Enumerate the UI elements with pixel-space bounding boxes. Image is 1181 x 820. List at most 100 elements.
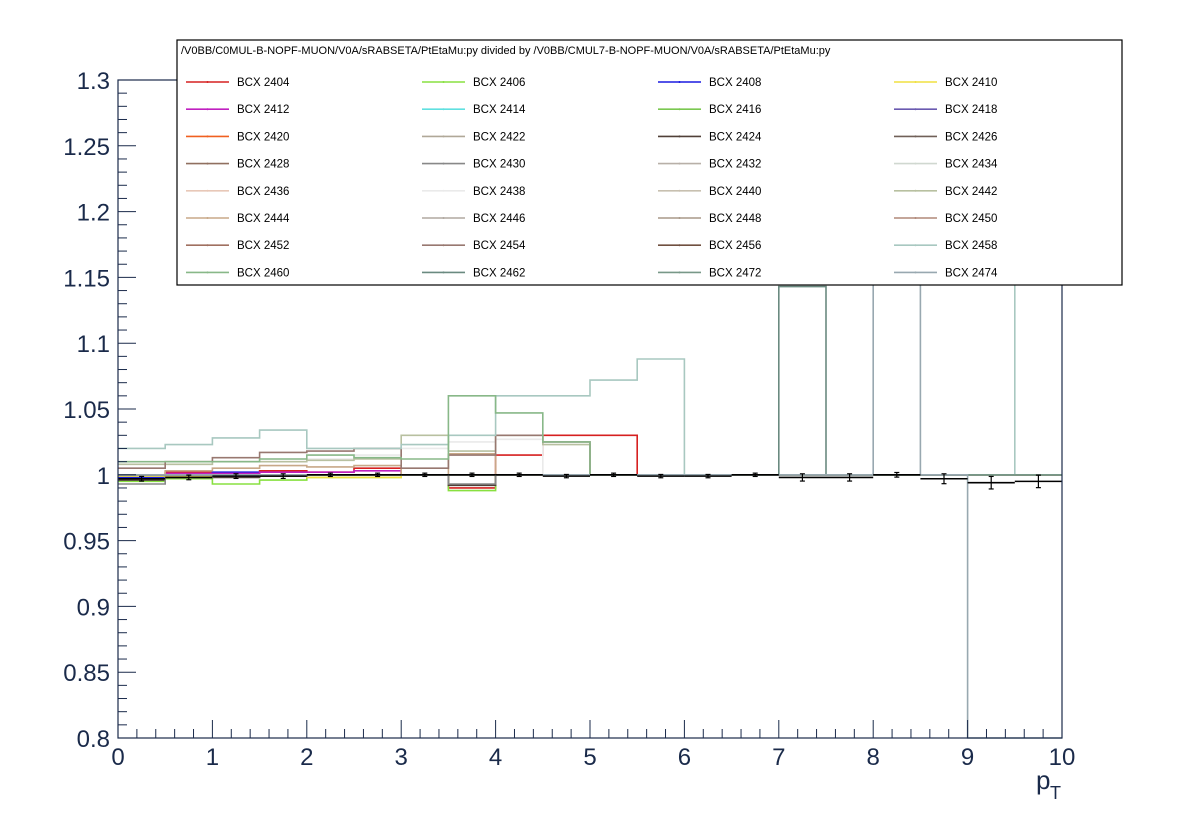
legend-label: BCX 2450 [945,213,997,225]
legend-label: BCX 2410 [945,77,997,89]
chart-title: /V0BB/C0MUL-B-NOPF-MUON/V0A/sRABSETA/PtE… [181,45,831,57]
x-tick-label: 9 [961,744,974,771]
legend-entry-bcx-2442: BCX 2442 [894,186,997,198]
legend-marker [678,108,681,111]
x-axis-title: p [1036,765,1050,795]
legend-marker [914,244,917,247]
y-tick-label: 1.25 [63,134,110,161]
legend-label: BCX 2462 [473,267,525,279]
legend-entry-bcx-2456: BCX 2456 [658,240,761,252]
legend-label: BCX 2438 [473,186,525,198]
legend-marker [914,189,917,192]
legend-marker [442,81,445,83]
legend-marker [678,81,681,83]
y-tick-label: 0.8 [77,726,110,753]
legend-label: BCX 2448 [709,213,761,225]
legend-marker [914,108,917,111]
axes: 0 1 2 3 4 5 6 7 8 9 10 0.8 0.85 0.9 0.95 1 1.05 1.1 1.15 1.… [63,68,1075,771]
legend-entry-bcx-2424: BCX 2424 [658,131,762,143]
legend-label: BCX 2420 [237,131,289,143]
legend-marker [442,217,445,219]
legend-entry-bcx-2426: BCX 2426 [894,131,997,143]
legend-label: BCX 2422 [473,131,525,143]
legend-entry-bcx-2444: BCX 2444 [186,213,290,225]
legend-entry-bcx-2450: BCX 2450 [894,213,997,225]
legend-marker [206,81,209,83]
legend-box [176,39,1123,286]
legend-label: BCX 2436 [237,186,289,198]
y-tick-label: 1.1 [77,331,110,358]
y-tick-label: 1.05 [63,397,110,424]
y-tick-label: 1 [97,463,110,490]
x-tick-label: 0 [111,744,124,771]
legend-marker [678,162,681,165]
legend-marker [442,135,445,138]
legend-label: BCX 2458 [945,240,997,252]
legend-marker [678,189,681,192]
legend-label: BCX 2428 [237,159,289,171]
legend-label: BCX 2432 [709,159,761,171]
legend-label: BCX 2416 [709,104,761,116]
legend-label: BCX 2440 [709,186,761,198]
legend-entry-bcx-2412: BCX 2412 [186,104,289,116]
legend-entry-bcx-2438: BCX 2438 [422,186,525,198]
legend-label: BCX 2430 [473,159,525,171]
legend-entry-bcx-2472: BCX 2472 [658,267,761,279]
legend-entry-bcx-2446: BCX 2446 [422,213,525,225]
y-tick-label: 1.3 [77,68,110,95]
legend-label: BCX 2426 [945,131,997,143]
y-tick-label: 1.15 [63,265,110,292]
legend-entry-bcx-2404: BCX 2404 [186,77,290,89]
legend-marker [914,81,917,83]
legend-entry-bcx-2418: BCX 2418 [894,104,997,116]
legend-marker [206,135,209,138]
legend-marker [206,217,209,219]
legend-label: BCX 2404 [237,77,290,89]
x-tick-label: 1 [206,744,219,771]
legend-label: BCX 2408 [709,77,761,89]
legend-label: BCX 2412 [237,104,289,116]
legend-label: BCX 2472 [709,267,761,279]
legend-marker [914,135,917,138]
legend-label: BCX 2454 [473,240,526,252]
y-tick-label: 0.9 [77,594,110,621]
legend-label: BCX 2446 [473,213,525,225]
legend: /V0BB/C0MUL-B-NOPF-MUON/V0A/sRABSETA/PtE… [176,39,1123,286]
x-tick-label: 3 [395,744,408,771]
legend-entry-bcx-2440: BCX 2440 [658,186,761,198]
legend-entry-bcx-2474: BCX 2474 [894,267,998,279]
legend-marker [206,108,209,111]
legend-entry-bcx-2420: BCX 2420 [186,131,289,143]
x-tick-label: 7 [772,744,785,771]
legend-marker [206,271,209,274]
legend-marker [206,189,209,192]
y-tick-label: 0.95 [63,529,110,556]
legend-label: BCX 2456 [709,240,761,252]
legend-entry-bcx-2448: BCX 2448 [658,213,761,225]
legend-entry-bcx-2430: BCX 2430 [422,159,525,171]
legend-marker [678,217,681,219]
x-axis-title-subscript: T [1050,783,1061,803]
legend-entry-bcx-2410: BCX 2410 [894,77,997,89]
legend-label: BCX 2434 [945,159,998,171]
legend-entry-bcx-2462: BCX 2462 [422,267,525,279]
ratio-series [118,471,1062,490]
legend-entry-bcx-2406: BCX 2406 [422,77,525,89]
y-tick-label: 0.85 [63,660,110,687]
legend-marker [678,244,681,247]
legend-entry-bcx-2414: BCX 2414 [422,104,526,116]
legend-entry-bcx-2428: BCX 2428 [186,159,289,171]
legend-label: BCX 2474 [945,267,998,279]
legend-marker [678,271,681,274]
legend-label: BCX 2424 [709,131,762,143]
legend-marker [206,244,209,247]
legend-label: BCX 2406 [473,77,525,89]
legend-marker [442,108,445,111]
x-tick-label: 5 [583,744,596,771]
legend-entry-bcx-2458: BCX 2458 [894,240,997,252]
legend-entry-bcx-2452: BCX 2452 [186,240,289,252]
legend-marker [678,135,681,138]
legend-label: BCX 2418 [945,104,997,116]
legend-marker [914,162,917,165]
